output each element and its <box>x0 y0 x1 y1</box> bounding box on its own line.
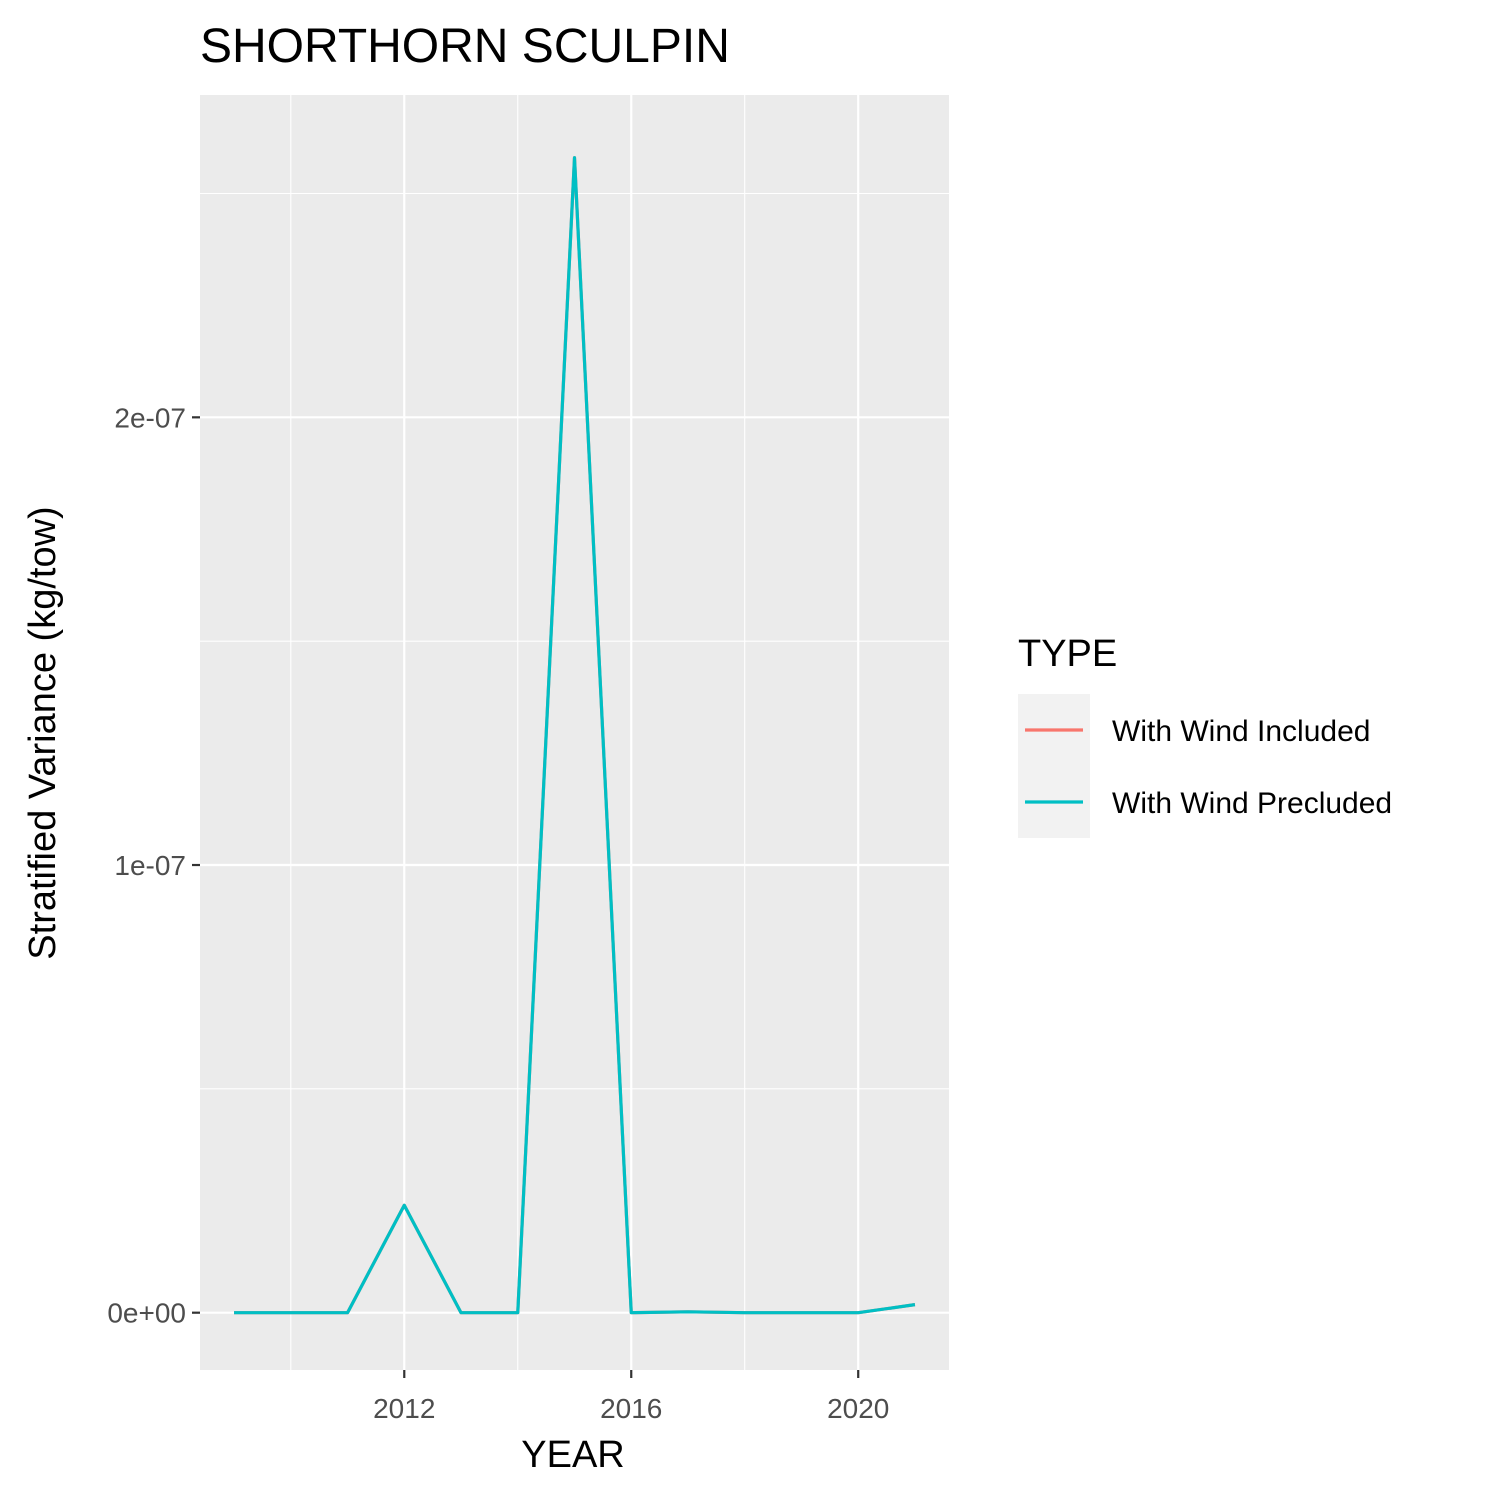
y-tick-label: 0e+00 <box>107 1298 186 1329</box>
x-tick-label: 2012 <box>373 1393 435 1424</box>
y-tick-label: 1e-07 <box>114 850 186 881</box>
minor-gridlines <box>200 95 949 1370</box>
y-axis-title: Stratified Variance (kg/tow) <box>22 506 64 959</box>
chart-title: SHORTHORN SCULPIN <box>200 20 730 73</box>
legend-key-background <box>1018 694 1090 838</box>
series-lines <box>234 156 916 1315</box>
legend-items: With Wind Included With Wind Precluded <box>1025 715 1392 820</box>
legend-label: With Wind Included <box>1112 715 1370 748</box>
y-axis: 0e+00 1e-07 2e-07 <box>107 402 200 1329</box>
y-tick-label: 2e-07 <box>114 402 186 433</box>
x-tick-label: 2016 <box>600 1393 662 1424</box>
x-axis-title: YEAR <box>521 1434 624 1476</box>
legend: TYPE With Wind Included With Wind Preclud… <box>1018 633 1392 838</box>
plot-panel <box>200 95 949 1370</box>
x-tick-label: 2020 <box>827 1393 889 1424</box>
legend-label: With Wind Precluded <box>1112 787 1392 820</box>
series-line <box>234 156 916 1315</box>
x-axis: 2012 2016 2020 <box>373 1370 889 1424</box>
legend-title: TYPE <box>1018 633 1117 675</box>
